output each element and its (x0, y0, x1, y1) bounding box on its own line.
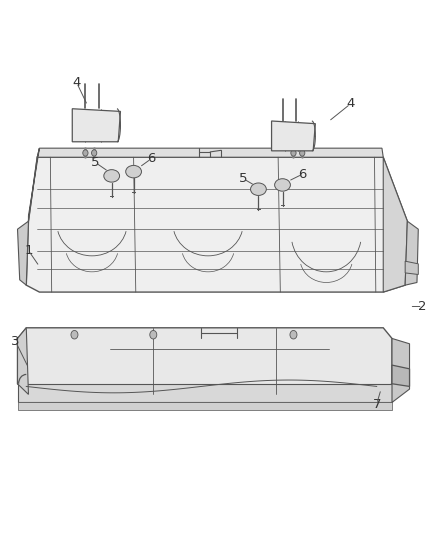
Text: 7: 7 (372, 398, 381, 410)
Polygon shape (18, 328, 28, 394)
Text: 3: 3 (11, 335, 20, 348)
Text: 1: 1 (24, 244, 33, 257)
Circle shape (71, 330, 78, 339)
Polygon shape (18, 328, 392, 394)
Circle shape (290, 330, 297, 339)
Ellipse shape (275, 179, 290, 191)
Text: 5: 5 (91, 156, 100, 169)
Polygon shape (392, 338, 410, 402)
Circle shape (83, 150, 88, 156)
Text: 5: 5 (239, 172, 247, 185)
Circle shape (92, 150, 97, 156)
Polygon shape (392, 365, 410, 386)
Polygon shape (37, 148, 383, 157)
Polygon shape (405, 261, 418, 274)
Circle shape (291, 150, 296, 156)
Polygon shape (72, 109, 120, 142)
Polygon shape (18, 221, 28, 285)
Text: 2: 2 (418, 300, 427, 313)
Circle shape (150, 330, 157, 339)
Ellipse shape (126, 165, 141, 178)
Text: 6: 6 (298, 168, 307, 181)
Text: 6: 6 (147, 152, 155, 165)
Text: 4: 4 (72, 76, 81, 89)
Polygon shape (26, 157, 407, 292)
Polygon shape (18, 402, 392, 410)
Polygon shape (18, 384, 392, 402)
Polygon shape (405, 221, 418, 285)
Text: 4: 4 (346, 98, 355, 110)
Polygon shape (272, 121, 315, 151)
Circle shape (300, 150, 305, 156)
Polygon shape (383, 157, 407, 292)
Polygon shape (28, 148, 39, 221)
Ellipse shape (104, 169, 120, 182)
Ellipse shape (251, 183, 266, 196)
